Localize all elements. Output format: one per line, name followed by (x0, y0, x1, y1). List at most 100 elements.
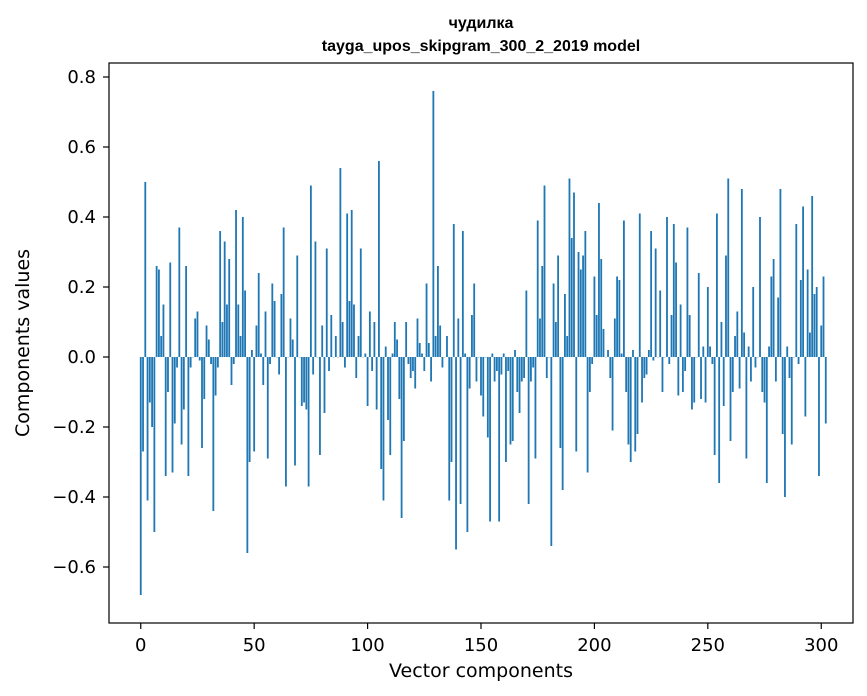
bar-163 (509, 357, 512, 445)
bar-62 (280, 294, 283, 357)
x-tick-label: 100 (350, 635, 384, 656)
bar-236 (675, 262, 677, 357)
bar-37 (223, 241, 226, 357)
bar-107 (382, 357, 385, 501)
bar-139 (455, 357, 457, 550)
bar-240 (684, 357, 687, 371)
bar-122 (416, 318, 419, 357)
bar-1 (142, 357, 144, 452)
y-tick-label: 0.8 (67, 67, 96, 88)
bar-50 (253, 357, 256, 452)
bar-183 (554, 322, 557, 357)
bar-290 (797, 357, 800, 364)
bar-248 (702, 346, 705, 357)
bar-208 (611, 357, 614, 431)
bar-15 (173, 357, 176, 424)
bar-64 (285, 357, 287, 487)
bar-109 (387, 357, 389, 420)
bar-181 (550, 357, 553, 546)
plot-frame (108, 62, 854, 624)
bar-291 (799, 280, 802, 357)
bar-170 (525, 290, 528, 357)
bar-237 (677, 357, 680, 396)
bars-group (139, 91, 827, 595)
bar-40 (230, 357, 233, 385)
bar-73 (305, 357, 308, 410)
bar-29 (205, 325, 208, 357)
y-axis: −0.6 −0.4 −0.2 0.0 0.2 0.4 0.6 0.8 (52, 67, 109, 578)
y-tick-label: 0.6 (67, 137, 96, 158)
bar-247 (700, 357, 702, 399)
bar-117 (405, 322, 408, 357)
bar-189 (568, 178, 571, 357)
bar-173 (532, 357, 535, 368)
bar-217 (632, 350, 634, 357)
bar-300 (820, 325, 823, 357)
bar-270 (752, 287, 755, 357)
bar-167 (518, 357, 521, 413)
bar-221 (641, 357, 643, 403)
bar-168 (520, 357, 523, 382)
x-tick-label: 150 (464, 635, 498, 656)
bar-82 (325, 248, 328, 357)
bar-88 (339, 168, 342, 357)
bar-204 (602, 329, 605, 357)
bar-252 (711, 357, 714, 364)
bar-190 (570, 238, 573, 357)
bar-209 (613, 318, 616, 357)
bar-55 (264, 311, 267, 357)
bar-54 (262, 357, 265, 385)
bar-301 (822, 276, 825, 357)
bar-108 (384, 346, 387, 357)
bar-294 (806, 269, 809, 357)
bar-114 (398, 357, 401, 399)
bar-284 (784, 357, 786, 497)
bar-206 (607, 350, 609, 357)
bar-76 (312, 357, 315, 375)
y-tick-label: −0.6 (52, 557, 96, 578)
bar-31 (210, 357, 212, 364)
y-tick-label: 0.2 (67, 277, 96, 298)
bar-243 (691, 357, 693, 410)
bar-292 (802, 206, 804, 357)
bar-186 (561, 357, 564, 490)
bar-216 (629, 357, 632, 462)
bar-11 (164, 357, 167, 476)
bar-258 (725, 255, 727, 357)
bar-101 (368, 311, 371, 357)
bar-145 (468, 357, 471, 389)
bar-132 (439, 325, 442, 357)
bar-91 (346, 213, 349, 357)
bar-257 (722, 357, 725, 406)
bar-293 (804, 357, 807, 417)
bar-63 (282, 227, 285, 357)
bar-38 (226, 304, 228, 357)
bar-42 (235, 210, 237, 357)
bar-287 (790, 357, 793, 445)
bar-51 (255, 325, 258, 357)
bar-120 (412, 357, 414, 371)
bar-259 (727, 178, 730, 357)
bar-80 (321, 325, 324, 357)
bar-207 (609, 357, 612, 378)
bar-34 (216, 357, 219, 368)
bar-172 (530, 357, 532, 382)
bar-135 (446, 336, 448, 357)
bar-147 (473, 283, 476, 357)
bar-262 (734, 336, 736, 357)
bar-198 (588, 357, 591, 392)
bar-140 (457, 318, 460, 357)
bar-220 (638, 213, 641, 357)
bar-210 (616, 276, 618, 357)
x-tick-label: 0 (135, 635, 146, 656)
bar-213 (623, 220, 625, 357)
bar-41 (232, 357, 235, 364)
bar-297 (813, 294, 816, 357)
x-tick-label: 300 (804, 635, 838, 656)
bar-17 (178, 227, 181, 357)
bar-158 (498, 357, 501, 522)
bar-197 (586, 357, 589, 473)
bar-282 (779, 189, 782, 357)
bar-275 (763, 357, 766, 403)
bar-36 (221, 322, 224, 357)
